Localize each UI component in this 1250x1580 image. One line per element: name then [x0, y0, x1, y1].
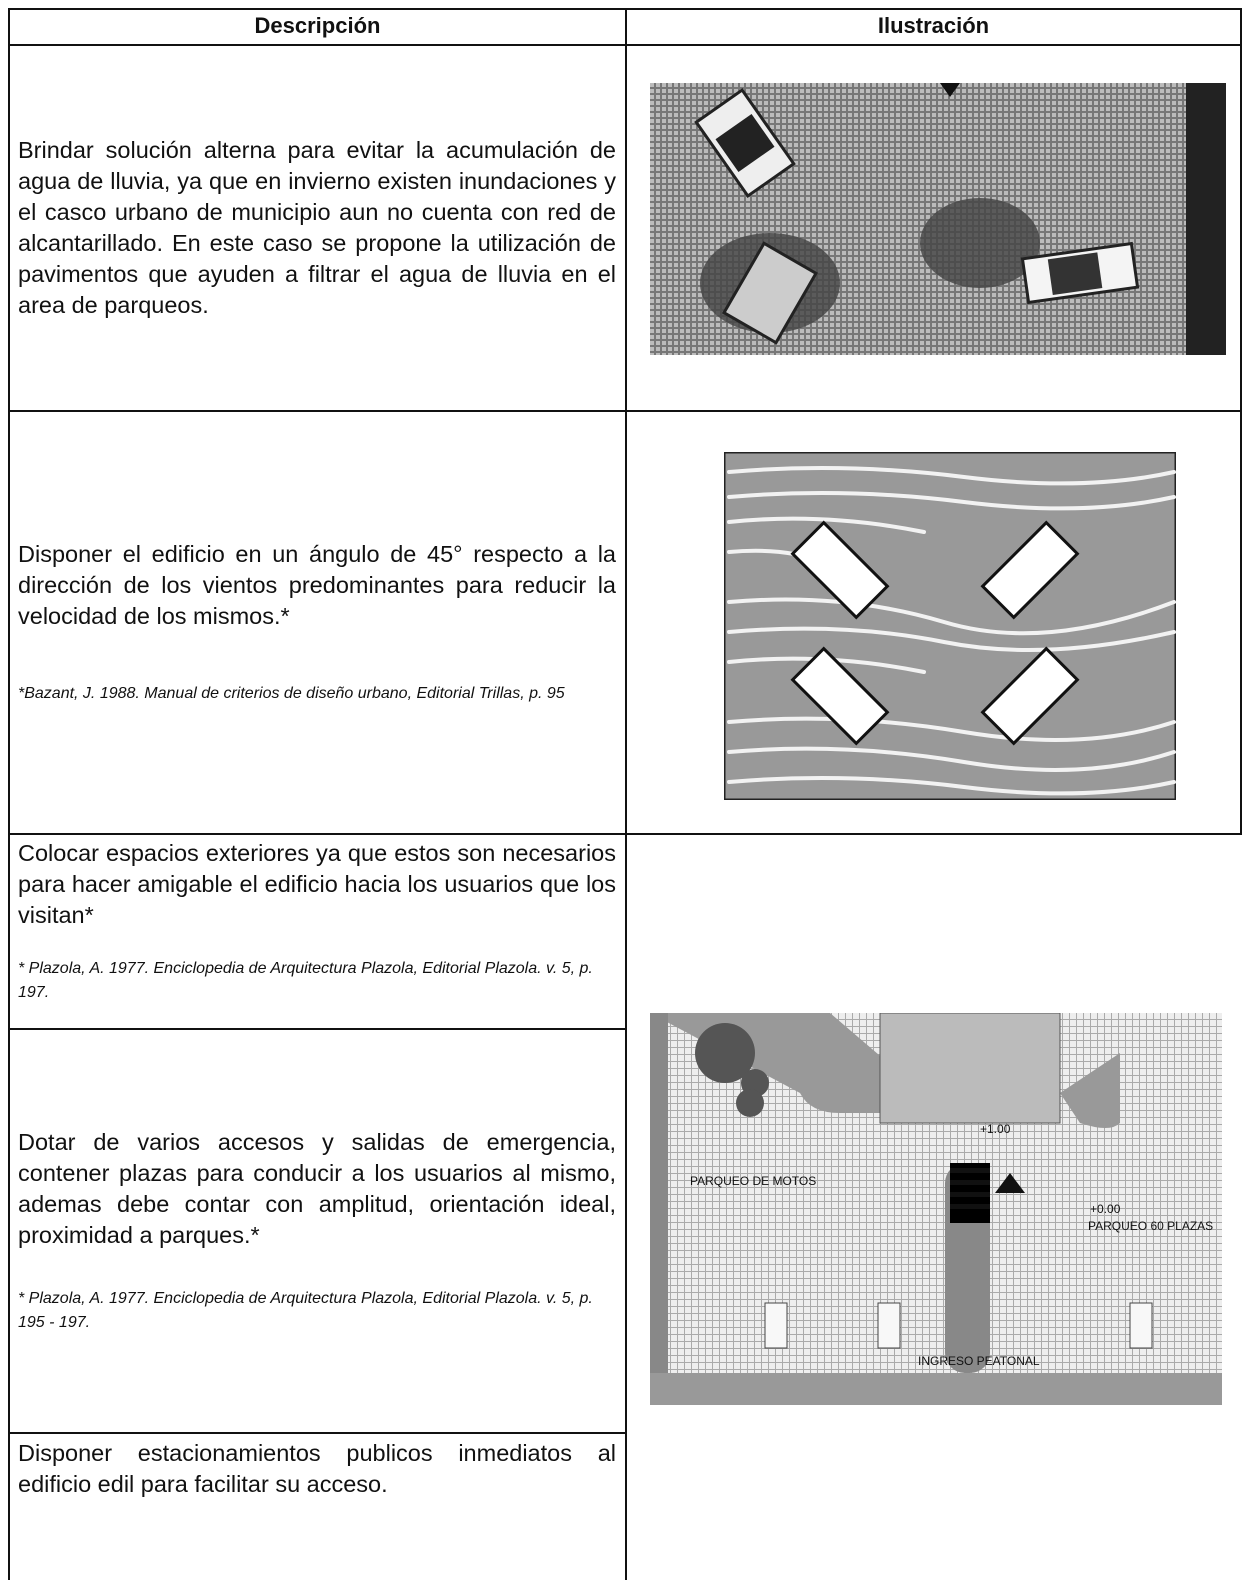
- plan-label: PARQUEO DE MOTOS: [690, 1174, 816, 1188]
- description: Dotar de varios accesos y salidas de eme…: [18, 1129, 616, 1248]
- plan-label: PARQUEO DE MOTOS: [690, 1174, 816, 1188]
- description: Brindar solución alterna para evitar la …: [18, 137, 616, 318]
- border: [8, 8, 10, 1580]
- cell: Disponer el edificio en un ángulo de 45°…: [18, 412, 616, 833]
- parking-illustration: [650, 83, 1226, 355]
- reference: *Bazant, J. 1988. Manual de criterios de…: [18, 685, 565, 702]
- cell: Disponer estacionamientos publicos inmed…: [18, 1438, 616, 1578]
- wind-illustration: [724, 452, 1176, 800]
- plan-label: PARQUEO 60 PLAZAS: [1088, 1219, 1213, 1233]
- cell: Brindar solución alterna para evitar la …: [18, 46, 616, 410]
- border: [8, 1432, 626, 1434]
- plan-label: +0.00: [1090, 1202, 1121, 1216]
- header: Ilustración: [877, 13, 990, 38]
- reference: * Plazola, A. 1977. Enciclopedia de Arqu…: [18, 960, 593, 1001]
- header: Descripción: [254, 13, 381, 38]
- plan-label: INGRESO PEATONAL: [918, 1354, 1040, 1368]
- description: Colocar espacios exteriores ya que estos…: [18, 840, 616, 928]
- reference: * Plazola, A. 1977. Enciclopedia de Arqu…: [18, 1290, 593, 1331]
- description: Disponer estacionamientos publicos inmed…: [18, 1440, 616, 1497]
- border: [8, 1028, 626, 1030]
- description: Disponer el edificio en un ángulo de 45°…: [18, 541, 616, 629]
- border: [1240, 8, 1242, 834]
- plan-label: +1.00: [980, 1122, 1011, 1136]
- cell: Dotar de varios accesos y salidas de eme…: [18, 1030, 616, 1432]
- border: [625, 8, 627, 1580]
- site-plan: +1.00 PARQUEO DE MOTOS +0.00 PARQUEO 60 …: [650, 1013, 1222, 1405]
- cell: Colocar espacios exteriores ya que estos…: [18, 838, 616, 1026]
